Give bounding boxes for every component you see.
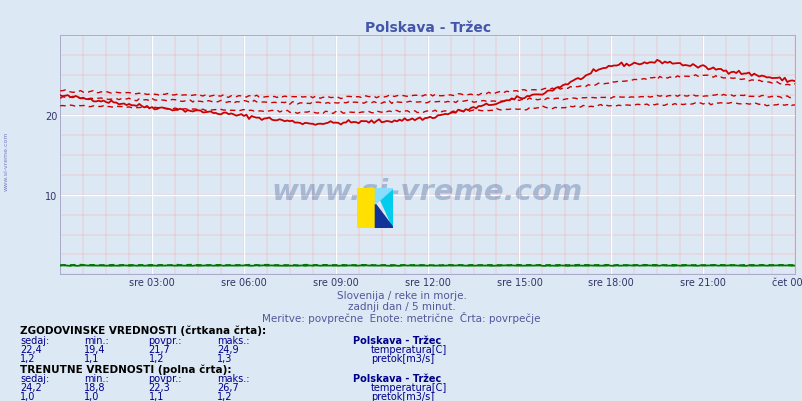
Text: www.si-vreme.com: www.si-vreme.com	[272, 177, 582, 205]
Text: min.:: min.:	[84, 373, 109, 383]
Text: 1,3: 1,3	[217, 353, 232, 363]
Text: Polskava - Tržec: Polskava - Tržec	[353, 373, 441, 383]
Text: 1,1: 1,1	[148, 391, 164, 401]
Text: temperatura[C]: temperatura[C]	[371, 382, 447, 392]
Text: 19,4: 19,4	[84, 344, 106, 354]
Text: zadnji dan / 5 minut.: zadnji dan / 5 minut.	[347, 302, 455, 312]
Text: sedaj:: sedaj:	[20, 335, 49, 345]
Text: temperatura[C]: temperatura[C]	[371, 344, 447, 354]
Polygon shape	[375, 188, 393, 229]
Text: ZGODOVINSKE VREDNOSTI (črtkana črta):: ZGODOVINSKE VREDNOSTI (črtkana črta):	[20, 325, 266, 336]
Text: sedaj:: sedaj:	[20, 373, 49, 383]
Text: 24,9: 24,9	[217, 344, 238, 354]
Text: povpr.:: povpr.:	[148, 335, 182, 345]
Text: 22,4: 22,4	[20, 344, 42, 354]
Text: 1,2: 1,2	[148, 353, 164, 363]
Text: www.si-vreme.com: www.si-vreme.com	[4, 131, 9, 190]
Text: pretok[m3/s]: pretok[m3/s]	[371, 391, 434, 401]
Text: 1,1: 1,1	[84, 353, 99, 363]
Text: 26,7: 26,7	[217, 382, 238, 392]
Text: 24,2: 24,2	[20, 382, 42, 392]
Text: 1,0: 1,0	[84, 391, 99, 401]
Text: Meritve: povprečne  Enote: metrične  Črta: povrpečje: Meritve: povprečne Enote: metrične Črta:…	[262, 311, 540, 323]
Text: min.:: min.:	[84, 335, 109, 345]
Text: 18,8: 18,8	[84, 382, 106, 392]
Text: 1,2: 1,2	[20, 353, 35, 363]
Polygon shape	[375, 188, 393, 205]
Bar	[357, 188, 375, 229]
Text: Slovenija / reke in morje.: Slovenija / reke in morje.	[336, 291, 466, 301]
Text: povpr.:: povpr.:	[148, 373, 182, 383]
Polygon shape	[375, 205, 393, 229]
Text: 1,2: 1,2	[217, 391, 232, 401]
Text: maks.:: maks.:	[217, 373, 249, 383]
Text: pretok[m3/s]: pretok[m3/s]	[371, 353, 434, 363]
Title: Polskava - Tržec: Polskava - Tržec	[364, 21, 490, 35]
Text: TRENUTNE VREDNOSTI (polna črta):: TRENUTNE VREDNOSTI (polna črta):	[20, 363, 231, 374]
Text: 22,3: 22,3	[148, 382, 170, 392]
Text: maks.:: maks.:	[217, 335, 249, 345]
Text: 1,0: 1,0	[20, 391, 35, 401]
Text: 21,7: 21,7	[148, 344, 170, 354]
Text: Polskava - Tržec: Polskava - Tržec	[353, 335, 441, 345]
